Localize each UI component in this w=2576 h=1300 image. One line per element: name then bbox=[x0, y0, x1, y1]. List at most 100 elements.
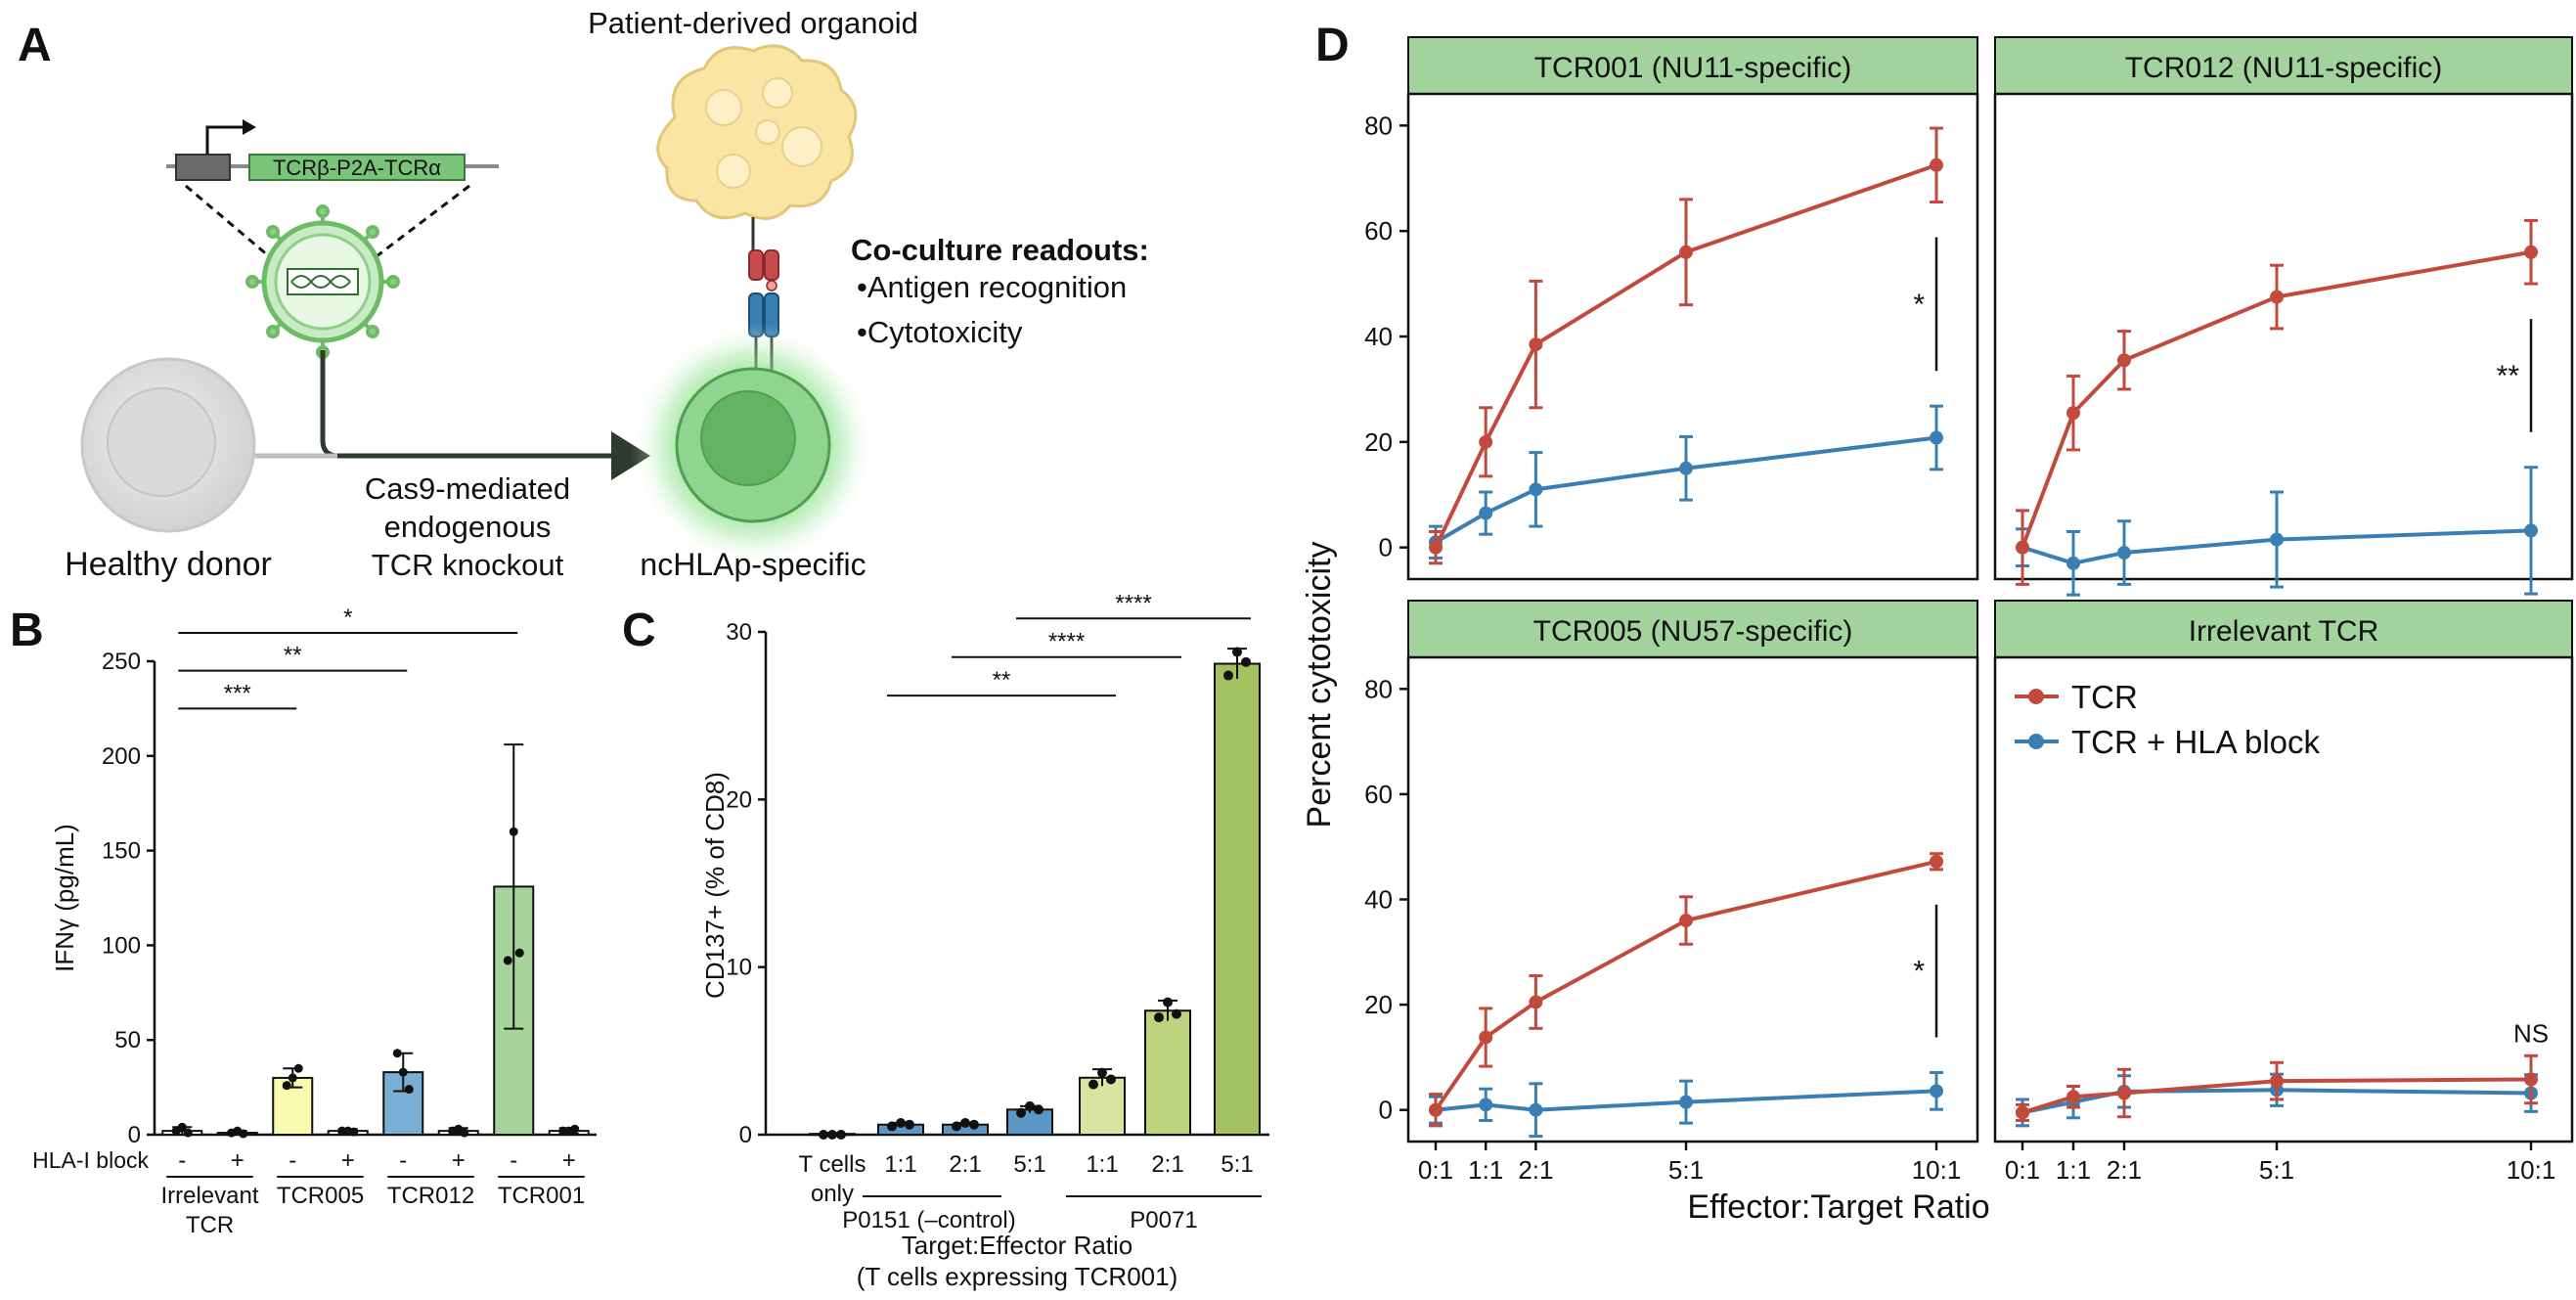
c-y-tick-label: 10 bbox=[726, 955, 752, 981]
b-y-tick-label: 200 bbox=[102, 743, 141, 770]
b-y-tick-label: 150 bbox=[102, 838, 141, 865]
d-y-tick-label: 40 bbox=[1364, 322, 1393, 351]
c-data-point bbox=[1163, 997, 1173, 1008]
d-point-hla-block bbox=[2524, 523, 2538, 538]
d-x-tick-label: 10:1 bbox=[2507, 1155, 2556, 1185]
c-x-axis-label-line-1: Target:Effector Ratio bbox=[902, 1231, 1133, 1260]
d-x-tick-label: 2:1 bbox=[2107, 1155, 2142, 1185]
b-hla-block-sign: - bbox=[289, 1147, 296, 1174]
b-data-point bbox=[503, 956, 512, 965]
promoter-box bbox=[175, 154, 231, 181]
d-point-hla-block bbox=[1930, 430, 1943, 445]
d-x-tick-label: 5:1 bbox=[2259, 1155, 2294, 1185]
c-significance-label: **** bbox=[1115, 590, 1151, 616]
c-data-point bbox=[1154, 1012, 1164, 1023]
c-data-point bbox=[1232, 647, 1242, 657]
d-facet: TCR012 (NU11-specific) ** bbox=[1993, 36, 2574, 597]
c-data-point bbox=[1034, 1104, 1044, 1115]
legend-block-label: TCR + HLA block bbox=[2071, 724, 2321, 760]
c-y-axis-label: CD137+ (% of CD8) bbox=[700, 772, 730, 999]
d-x-tick-label: 0:1 bbox=[2005, 1155, 2040, 1185]
b-data-point bbox=[282, 1081, 291, 1091]
d-x-axis-label: Effector:Target Ratio bbox=[1687, 1188, 1989, 1226]
d-facet-title: TCR012 (NU11-specific) bbox=[2125, 52, 2443, 84]
b-significance-label: * bbox=[343, 605, 352, 631]
b-data-point bbox=[514, 948, 524, 958]
c-data-point bbox=[1097, 1067, 1107, 1078]
b-bars bbox=[161, 743, 590, 1139]
zoom-line-right bbox=[376, 184, 470, 258]
d-point-tcr bbox=[1479, 434, 1493, 449]
c-data-point bbox=[887, 1121, 897, 1132]
c-category-label: 5:1 bbox=[1013, 1151, 1045, 1178]
c-category-label: T cells bbox=[799, 1151, 866, 1178]
d-y-tick-label: 0 bbox=[1379, 1096, 1393, 1125]
b-data-point bbox=[293, 1063, 303, 1073]
d-y-tick-label: 40 bbox=[1364, 885, 1393, 915]
d-y-tick-label: 80 bbox=[1364, 674, 1393, 703]
b-group-label: TCR001 bbox=[498, 1183, 585, 1209]
d-significance-label: * bbox=[1913, 289, 1925, 321]
d-facets: TCR001 (NU11-specific) 0 20 40 60 80 * TCR012 (… bbox=[1364, 36, 2574, 1185]
d-significance-label: ** bbox=[2497, 360, 2520, 392]
b-data-point bbox=[177, 1122, 187, 1132]
d-point-tcr bbox=[1429, 540, 1443, 555]
b-group-label: Irrelevant bbox=[160, 1183, 258, 1209]
d-point-tcr bbox=[2066, 1090, 2080, 1104]
c-significance-label: **** bbox=[1048, 629, 1085, 655]
readouts-title: Co-culture readouts: bbox=[851, 233, 1149, 267]
c-y-tick-label: 30 bbox=[726, 619, 752, 646]
b-hla-block-sign: - bbox=[178, 1147, 186, 1174]
d-legend: TCR TCR + HLA block bbox=[2015, 679, 2321, 760]
legend-block-marker bbox=[2028, 734, 2044, 749]
healthy-donor-cell-icon bbox=[80, 357, 256, 533]
d-facet-title: TCR001 (NU11-specific) bbox=[1534, 52, 1852, 84]
c-data-point bbox=[836, 1130, 846, 1140]
c-y-tick-label: 20 bbox=[726, 786, 752, 813]
d-point-tcr bbox=[2524, 1072, 2538, 1087]
d-point-tcr bbox=[2117, 353, 2131, 368]
d-facet-header bbox=[1994, 600, 2573, 658]
c-data-point bbox=[1025, 1100, 1035, 1111]
promoter-arrow-icon bbox=[205, 125, 244, 155]
knockout-label-line-3: TCR knockout bbox=[372, 548, 564, 582]
d-facet-title: TCR005 (NU57-specific) bbox=[1533, 615, 1853, 648]
c-data-point bbox=[1088, 1079, 1098, 1090]
b-significance: ****** bbox=[178, 605, 518, 710]
c-data-point bbox=[896, 1118, 906, 1129]
d-x-tick-label: 1:1 bbox=[1468, 1155, 1503, 1185]
d-x-tick-label: 10:1 bbox=[1912, 1155, 1962, 1185]
d-facet-frame bbox=[1406, 655, 1979, 1143]
c-category-label: 2:1 bbox=[949, 1151, 981, 1178]
d-x-tick-label: 5:1 bbox=[1668, 1155, 1704, 1185]
d-significance-label: NS bbox=[2513, 1018, 2549, 1048]
c-category-label: 1:1 bbox=[884, 1151, 916, 1178]
d-significance-label: * bbox=[1913, 956, 1925, 988]
d-y-axis-label: Percent cytotoxicity bbox=[1301, 542, 1338, 829]
d-point-tcr bbox=[1930, 157, 1943, 172]
c-category-label: only bbox=[811, 1181, 854, 1207]
zoom-line-left bbox=[185, 184, 270, 258]
c-significance: ********** bbox=[887, 590, 1251, 697]
c-data-point bbox=[1106, 1074, 1116, 1085]
d-point-tcr bbox=[2270, 1074, 2284, 1089]
c-bar bbox=[1214, 662, 1261, 1136]
c-data-point bbox=[827, 1130, 837, 1140]
c-data-point bbox=[960, 1118, 970, 1129]
promoter-arrowhead-icon bbox=[243, 119, 256, 135]
d-facet: TCR005 (NU57-specific) 0 20 40 60 80 0:1 1:1 2:1… bbox=[1364, 600, 1979, 1185]
d-point-tcr bbox=[1529, 337, 1543, 352]
b-y-tick-label: 250 bbox=[102, 649, 141, 675]
c-data-point bbox=[905, 1119, 914, 1130]
b-data-point bbox=[460, 1128, 469, 1138]
c-data-point bbox=[1241, 656, 1251, 667]
d-point-hla-block bbox=[1679, 1095, 1693, 1109]
panel-letter-b: B bbox=[10, 605, 44, 656]
b-data-point bbox=[239, 1129, 248, 1139]
d-x-tick-label: 0:1 bbox=[1418, 1155, 1453, 1185]
d-y-tick-label: 0 bbox=[1379, 533, 1393, 562]
d-facet: Irrelevant TCR 0:1 1:1 2:1 5:1 10:1 NS bbox=[1993, 600, 2574, 1185]
b-data-point bbox=[288, 1073, 297, 1083]
panel-letter-c: C bbox=[622, 605, 656, 656]
